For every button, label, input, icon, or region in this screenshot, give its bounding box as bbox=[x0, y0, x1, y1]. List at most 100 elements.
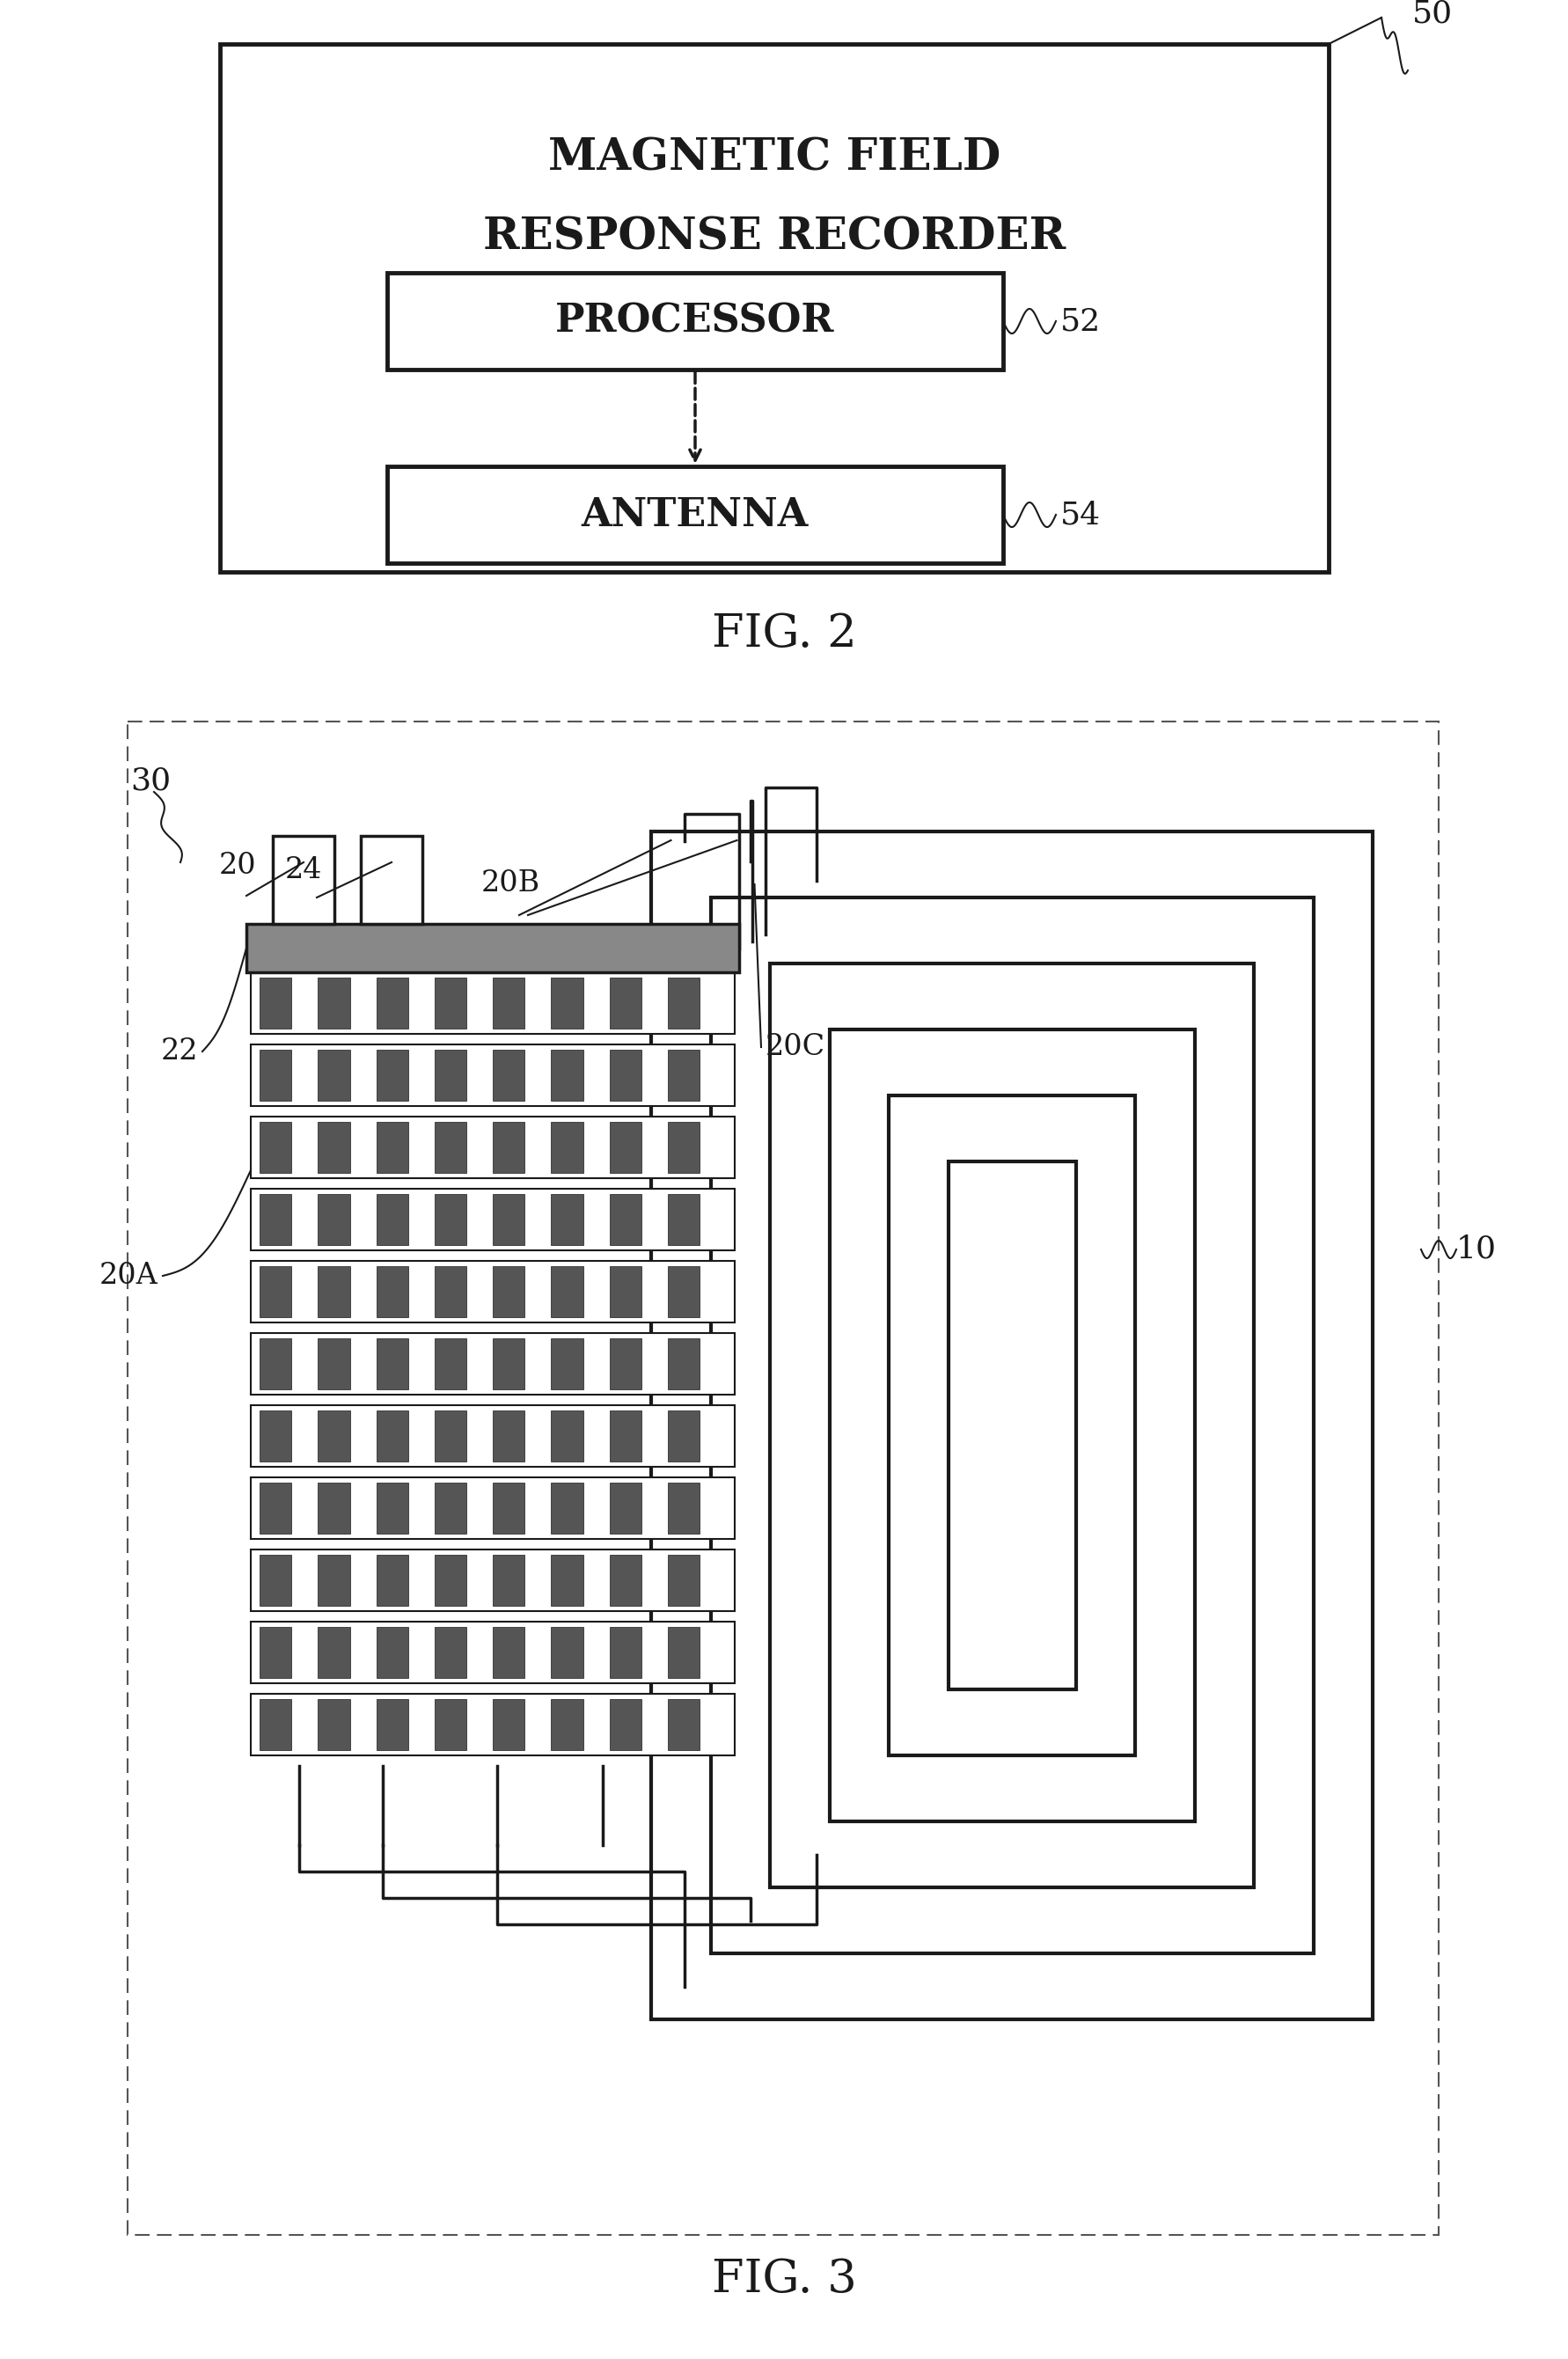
Bar bbox=[668, 1267, 699, 1316]
Bar bbox=[260, 1194, 292, 1246]
Bar bbox=[610, 977, 641, 1029]
Bar bbox=[668, 1555, 699, 1606]
Bar bbox=[492, 1050, 525, 1102]
Bar bbox=[376, 1194, 408, 1246]
Bar bbox=[492, 1194, 525, 1246]
Bar bbox=[260, 1267, 292, 1316]
Text: 52: 52 bbox=[1060, 307, 1101, 335]
Bar bbox=[434, 1194, 467, 1246]
Bar bbox=[251, 1262, 735, 1323]
Bar bbox=[550, 1050, 583, 1102]
Text: 24: 24 bbox=[285, 856, 321, 885]
Bar bbox=[610, 1338, 641, 1389]
Bar bbox=[550, 977, 583, 1029]
Bar bbox=[610, 1698, 641, 1750]
Bar bbox=[376, 1628, 408, 1677]
Text: FIG. 2: FIG. 2 bbox=[712, 611, 856, 656]
Bar bbox=[260, 1698, 292, 1750]
Bar bbox=[318, 1481, 350, 1533]
Bar bbox=[434, 1267, 467, 1316]
Bar bbox=[434, 1411, 467, 1463]
Bar bbox=[434, 1050, 467, 1102]
Text: FIG. 3: FIG. 3 bbox=[712, 2258, 856, 2302]
Text: MAGNETIC FIELD: MAGNETIC FIELD bbox=[549, 137, 1000, 179]
Text: RESPONSE RECORDER: RESPONSE RECORDER bbox=[483, 217, 1066, 259]
Bar bbox=[610, 1123, 641, 1172]
Bar bbox=[260, 1628, 292, 1677]
Bar bbox=[273, 835, 334, 925]
Bar bbox=[550, 1338, 583, 1389]
Bar bbox=[251, 1550, 735, 1611]
Bar bbox=[610, 1411, 641, 1463]
Bar bbox=[550, 1194, 583, 1246]
Bar bbox=[376, 1267, 408, 1316]
Bar bbox=[550, 1267, 583, 1316]
Text: 20C: 20C bbox=[765, 1033, 825, 1062]
Text: 20B: 20B bbox=[481, 870, 539, 896]
Bar bbox=[260, 1411, 292, 1463]
Bar bbox=[318, 1194, 350, 1246]
Text: 30: 30 bbox=[130, 767, 171, 795]
Text: PROCESSOR: PROCESSOR bbox=[555, 302, 834, 340]
Bar bbox=[889, 1095, 1135, 1755]
Bar bbox=[251, 1694, 735, 1755]
Bar bbox=[361, 835, 422, 925]
Bar bbox=[318, 1698, 350, 1750]
Bar bbox=[434, 1338, 467, 1389]
Bar bbox=[246, 925, 739, 972]
Text: 22: 22 bbox=[160, 1038, 198, 1066]
Bar bbox=[220, 45, 1328, 571]
Bar bbox=[610, 1194, 641, 1246]
Bar bbox=[492, 1628, 525, 1677]
Bar bbox=[492, 1338, 525, 1389]
Bar bbox=[610, 1267, 641, 1316]
Text: 10: 10 bbox=[1457, 1234, 1497, 1264]
Bar bbox=[610, 1555, 641, 1606]
Text: 54: 54 bbox=[1060, 500, 1101, 531]
Bar bbox=[710, 896, 1314, 1953]
Bar bbox=[251, 1406, 735, 1467]
Bar bbox=[949, 1161, 1076, 1689]
Bar bbox=[376, 977, 408, 1029]
Bar bbox=[492, 1411, 525, 1463]
Bar bbox=[610, 1628, 641, 1677]
Bar bbox=[251, 1189, 735, 1250]
Bar bbox=[260, 1481, 292, 1533]
Bar bbox=[610, 1050, 641, 1102]
Bar bbox=[376, 1698, 408, 1750]
Bar bbox=[387, 467, 1004, 564]
Bar bbox=[376, 1481, 408, 1533]
Bar bbox=[668, 1194, 699, 1246]
Bar bbox=[387, 274, 1004, 370]
Bar bbox=[668, 1338, 699, 1389]
Bar bbox=[434, 1698, 467, 1750]
Bar bbox=[668, 1411, 699, 1463]
Bar bbox=[318, 1555, 350, 1606]
Text: 50: 50 bbox=[1413, 0, 1454, 28]
Bar bbox=[492, 977, 525, 1029]
Bar bbox=[251, 1621, 735, 1684]
Bar bbox=[318, 977, 350, 1029]
Bar bbox=[829, 1029, 1195, 1821]
Bar bbox=[550, 1698, 583, 1750]
Bar bbox=[668, 1123, 699, 1172]
Bar bbox=[251, 1045, 735, 1106]
Bar bbox=[434, 977, 467, 1029]
Bar bbox=[492, 1481, 525, 1533]
Bar bbox=[318, 1338, 350, 1389]
Bar bbox=[550, 1481, 583, 1533]
Bar bbox=[434, 1628, 467, 1677]
Bar bbox=[492, 1267, 525, 1316]
Bar bbox=[251, 1477, 735, 1538]
Bar bbox=[318, 1267, 350, 1316]
Bar bbox=[668, 1050, 699, 1102]
Bar bbox=[610, 1481, 641, 1533]
Bar bbox=[318, 1628, 350, 1677]
Bar bbox=[260, 977, 292, 1029]
Bar bbox=[668, 1481, 699, 1533]
Bar bbox=[127, 722, 1439, 2234]
Text: ANTENNA: ANTENNA bbox=[582, 495, 809, 533]
Bar bbox=[550, 1411, 583, 1463]
Bar bbox=[668, 1628, 699, 1677]
Bar bbox=[318, 1050, 350, 1102]
